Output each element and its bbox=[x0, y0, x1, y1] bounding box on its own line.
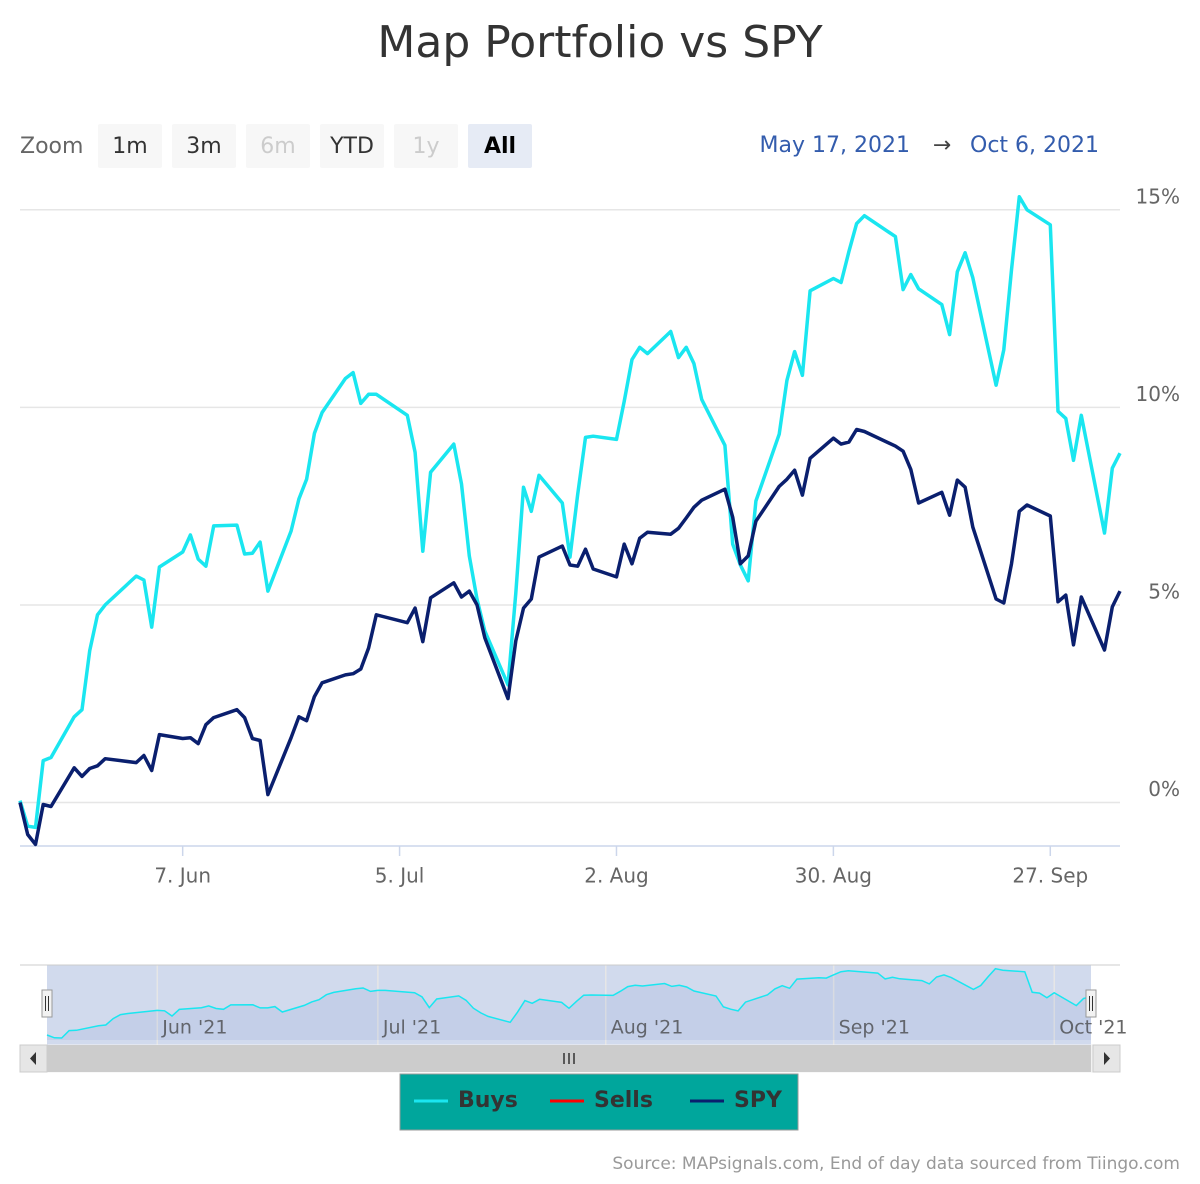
navigator-tick-label: Jun '21 bbox=[161, 1017, 227, 1039]
range-button[interactable] bbox=[468, 124, 532, 168]
range-button[interactable] bbox=[172, 124, 236, 168]
range-from[interactable]: May 17, 2021 bbox=[760, 133, 910, 158]
legend-box bbox=[399, 1073, 799, 1131]
range-arrow: → bbox=[933, 133, 951, 158]
x-tick-label: 30. Aug bbox=[795, 864, 872, 888]
legend-label[interactable]: Sells bbox=[594, 1088, 653, 1113]
range-button-label: 3m bbox=[186, 134, 221, 159]
y-tick-label: 10% bbox=[1136, 382, 1180, 406]
zoom-label: Zoom bbox=[20, 134, 83, 159]
x-tick-label: 7. Jun bbox=[154, 864, 211, 888]
navigator-tick-label: Sep '21 bbox=[839, 1017, 910, 1039]
y-tick-label: 5% bbox=[1148, 579, 1180, 603]
navigator-tick-label: Oct '21 bbox=[1059, 1017, 1127, 1039]
x-tick-label: 2. Aug bbox=[584, 864, 649, 888]
source-note: Source: MAPsignals.com, End of day data … bbox=[612, 1154, 1180, 1174]
chart-title: Map Portfolio vs SPY bbox=[377, 17, 822, 68]
range-button bbox=[246, 124, 310, 168]
range-button-label: 1y bbox=[412, 134, 439, 159]
y-tick-label: 0% bbox=[1148, 777, 1180, 801]
navigator-line bbox=[46, 967, 1092, 1039]
legend-label[interactable]: Buys bbox=[458, 1088, 518, 1113]
navigator-tick-label: Aug '21 bbox=[611, 1017, 684, 1039]
y-tick-label: 15% bbox=[1136, 184, 1180, 208]
range-button-label: YTD bbox=[329, 134, 374, 159]
navigator-tick-label: Jul '21 bbox=[382, 1017, 441, 1039]
navigator-mask bbox=[47, 965, 1091, 1045]
x-tick-label: 5. Jul bbox=[375, 864, 425, 888]
range-button-label: All bbox=[484, 134, 516, 159]
navigator-background bbox=[20, 965, 1120, 1045]
navigator-handle[interactable] bbox=[1085, 989, 1097, 1018]
navigator-handle[interactable] bbox=[41, 989, 53, 1018]
range-button[interactable] bbox=[98, 124, 162, 168]
scrollbar-left-arrow bbox=[30, 1052, 36, 1065]
range-button-label: 1m bbox=[112, 134, 147, 159]
range-to[interactable]: Oct 6, 2021 bbox=[970, 133, 1099, 158]
range-button[interactable] bbox=[320, 124, 384, 168]
range-button-label: 6m bbox=[260, 134, 295, 159]
legend-label[interactable]: SPY bbox=[734, 1088, 783, 1113]
x-tick-label: 27. Sep bbox=[1012, 864, 1088, 888]
scrollbar-grip bbox=[563, 1053, 575, 1064]
series-line bbox=[18, 427, 1122, 847]
navigator-area bbox=[47, 968, 1091, 1040]
scrollbar-right-arrow bbox=[1104, 1052, 1110, 1065]
series-line bbox=[18, 194, 1122, 830]
range-button bbox=[394, 124, 458, 168]
